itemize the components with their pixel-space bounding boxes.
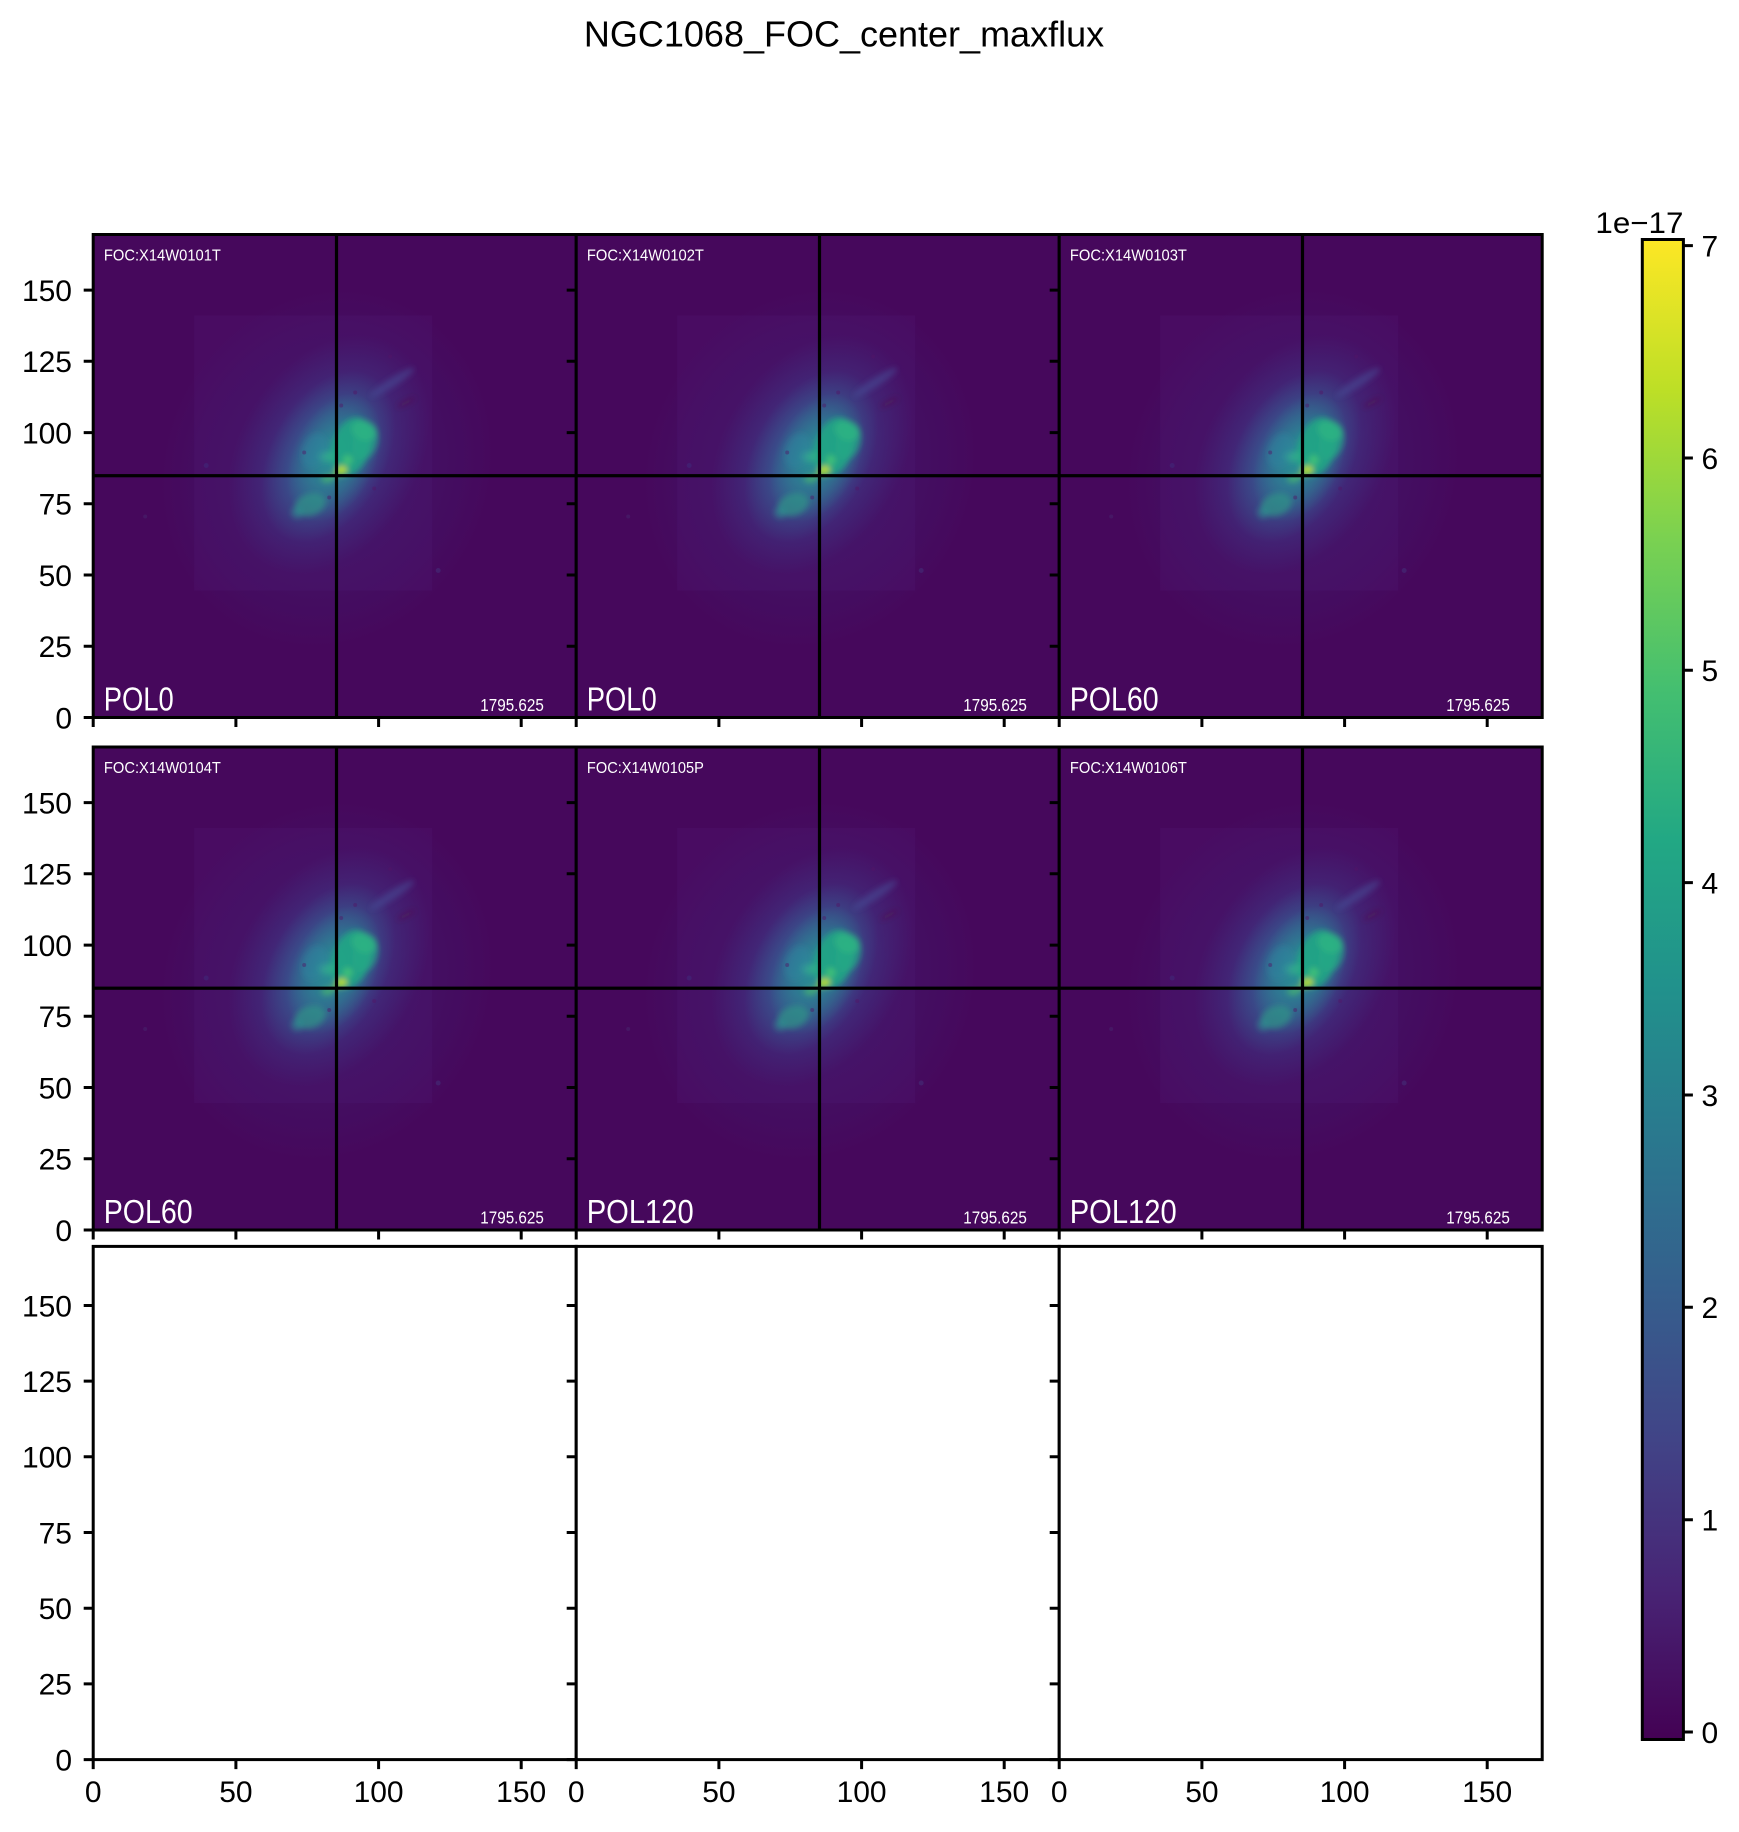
svg-text:75: 75	[39, 1001, 72, 1034]
svg-text:100: 100	[354, 1776, 404, 1809]
svg-text:1: 1	[1702, 1505, 1719, 1538]
svg-text:3: 3	[1702, 1080, 1719, 1113]
svg-text:NGC1068_FOC_center_maxflux: NGC1068_FOC_center_maxflux	[584, 14, 1104, 55]
svg-text:125: 125	[22, 346, 72, 379]
svg-text:POL120: POL120	[587, 1193, 694, 1230]
svg-text:1795.625: 1795.625	[963, 695, 1027, 715]
svg-text:1795.625: 1795.625	[1446, 1207, 1510, 1227]
svg-text:75: 75	[39, 1517, 72, 1550]
svg-text:50: 50	[39, 1593, 72, 1626]
svg-text:POL120: POL120	[1070, 1193, 1177, 1230]
svg-text:100: 100	[1320, 1776, 1370, 1809]
svg-text:1795.625: 1795.625	[963, 1207, 1027, 1227]
svg-text:1795.625: 1795.625	[480, 1207, 544, 1227]
svg-text:0: 0	[568, 1776, 585, 1809]
svg-text:50: 50	[219, 1776, 252, 1809]
svg-text:0: 0	[1702, 1717, 1719, 1750]
svg-text:0: 0	[1051, 1776, 1068, 1809]
svg-text:100: 100	[22, 930, 72, 963]
svg-text:FOC:X14W0104T: FOC:X14W0104T	[104, 760, 222, 777]
svg-text:100: 100	[22, 1442, 72, 1475]
svg-text:POL0: POL0	[587, 680, 657, 717]
svg-text:50: 50	[39, 1072, 72, 1105]
svg-text:4: 4	[1702, 867, 1719, 900]
svg-text:0: 0	[55, 702, 72, 735]
svg-text:25: 25	[39, 1669, 72, 1702]
svg-text:1795.625: 1795.625	[1446, 695, 1510, 715]
svg-text:FOC:X14W0102T: FOC:X14W0102T	[587, 248, 705, 265]
svg-text:0: 0	[55, 1744, 72, 1777]
svg-text:100: 100	[22, 417, 72, 450]
svg-text:2: 2	[1702, 1292, 1719, 1325]
svg-text:FOC:X14W0105P: FOC:X14W0105P	[587, 760, 704, 777]
svg-text:50: 50	[39, 560, 72, 593]
svg-text:150: 150	[22, 275, 72, 308]
svg-text:150: 150	[22, 787, 72, 820]
svg-text:25: 25	[39, 1144, 72, 1177]
svg-text:125: 125	[22, 1366, 72, 1399]
svg-text:1e−17: 1e−17	[1595, 207, 1683, 240]
svg-text:FOC:X14W0101T: FOC:X14W0101T	[104, 248, 222, 265]
svg-text:5: 5	[1702, 655, 1719, 688]
svg-text:50: 50	[702, 1776, 735, 1809]
svg-text:125: 125	[22, 859, 72, 892]
svg-text:150: 150	[496, 1776, 546, 1809]
svg-text:25: 25	[39, 631, 72, 664]
svg-text:FOC:X14W0103T: FOC:X14W0103T	[1070, 248, 1188, 265]
svg-text:FOC:X14W0106T: FOC:X14W0106T	[1070, 760, 1188, 777]
svg-text:7: 7	[1702, 230, 1719, 263]
svg-text:150: 150	[979, 1776, 1029, 1809]
svg-text:150: 150	[22, 1290, 72, 1323]
svg-text:75: 75	[39, 489, 72, 522]
svg-text:POL60: POL60	[1070, 680, 1159, 717]
svg-text:150: 150	[1462, 1776, 1512, 1809]
svg-text:POL0: POL0	[104, 680, 174, 717]
svg-text:0: 0	[85, 1776, 102, 1809]
svg-text:POL60: POL60	[104, 1193, 193, 1230]
svg-text:6: 6	[1702, 443, 1719, 476]
svg-text:1795.625: 1795.625	[480, 695, 544, 715]
svg-text:100: 100	[837, 1776, 887, 1809]
svg-text:0: 0	[55, 1215, 72, 1248]
svg-text:50: 50	[1185, 1776, 1218, 1809]
